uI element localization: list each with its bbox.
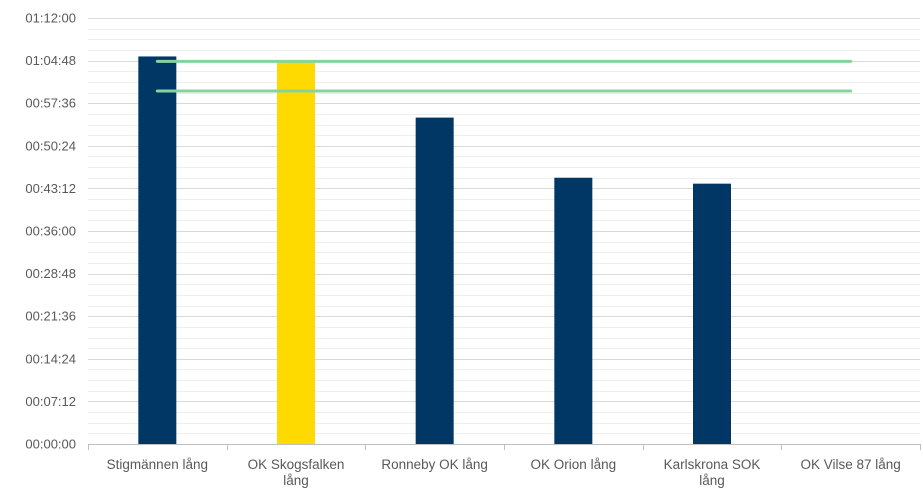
bar: [554, 177, 593, 444]
y-axis-tick-labels: 00:00:00 00:07:12 00:14:24 00:21:36 00:28:48…: [25, 11, 76, 452]
bar: [415, 117, 454, 444]
x-tick-label: OK Vilse 87 lång: [801, 457, 901, 472]
bar: [277, 62, 315, 444]
reference-lines: [155, 59, 853, 93]
x-tick-label: OK Skogsfalken lång: [248, 457, 345, 488]
x-tick-label: OK Orion lång: [531, 457, 617, 472]
x-tick-label: Ronneby OK lång: [381, 457, 488, 472]
x-axis-tick-labels: Stigmännen lång OK Skogsfalken lång Ronneby…: [107, 457, 901, 488]
grid-lines: [88, 18, 920, 434]
y-tick-label: 00:50:24: [25, 138, 76, 153]
y-tick-label: 00:36:00: [25, 224, 76, 239]
bar: [693, 183, 731, 444]
y-tick-label: 01:04:48: [25, 53, 76, 68]
y-tick-label: 00:14:24: [25, 351, 76, 366]
y-tick-label: 01:12:00: [25, 11, 76, 26]
axes: [88, 444, 921, 450]
y-tick-label: 00:07:12: [25, 394, 76, 409]
y-tick-label: 00:43:12: [25, 181, 76, 196]
bar: [138, 56, 177, 444]
y-tick-label: 00:57:36: [25, 96, 76, 111]
bars: [138, 56, 731, 444]
y-tick-label: 00:28:48: [25, 266, 76, 281]
y-tick-label: 00:00:00: [25, 437, 76, 452]
y-tick-label: 00:21:36: [25, 309, 76, 324]
x-tick-label: Stigmännen lång: [107, 457, 208, 472]
x-tick-label: Karlskrona SOK lång: [664, 457, 761, 488]
